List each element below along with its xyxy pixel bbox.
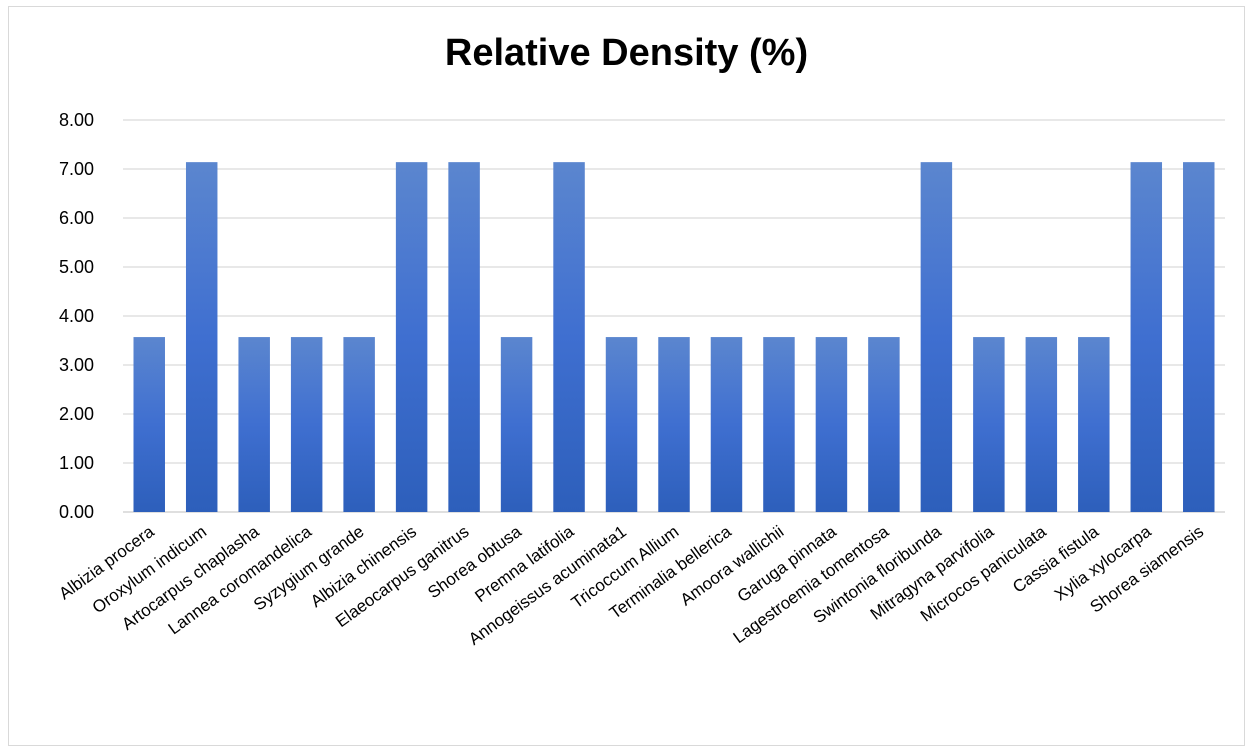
bar [500, 337, 533, 512]
bar [658, 337, 690, 512]
y-tick-label: 3.00 [59, 355, 94, 375]
y-tick-label: 6.00 [59, 208, 94, 228]
bar [815, 337, 848, 512]
bar [868, 337, 900, 512]
y-tick-label: 0.00 [59, 502, 94, 522]
y-tick-label: 2.00 [59, 404, 94, 424]
y-axis-tick-labels: 0.00 1.00 2.00 3.00 4.00 5.00 6.00 7.00 8.00 [59, 110, 94, 522]
y-tick-label: 7.00 [59, 159, 94, 179]
bar [448, 162, 480, 512]
bar [553, 162, 585, 512]
bar [973, 337, 1005, 512]
bar [1130, 162, 1163, 512]
y-tick-label: 1.00 [59, 453, 94, 473]
bar [605, 337, 638, 512]
chart-title: Relative Density (%) [444, 32, 809, 74]
bar [343, 337, 375, 512]
bars [133, 162, 1215, 512]
bar [395, 162, 428, 512]
y-tick-label: 5.00 [59, 257, 94, 277]
y-tick-label: 4.00 [59, 306, 94, 326]
bar [1025, 337, 1058, 512]
bar [1183, 162, 1215, 512]
bar [238, 337, 270, 512]
bar [185, 162, 218, 512]
bar [920, 162, 953, 512]
y-tick-label: 8.00 [59, 110, 94, 130]
bar [290, 337, 323, 512]
bar [1078, 337, 1110, 512]
bar [710, 337, 743, 512]
bar [763, 337, 795, 512]
bar [133, 337, 165, 512]
